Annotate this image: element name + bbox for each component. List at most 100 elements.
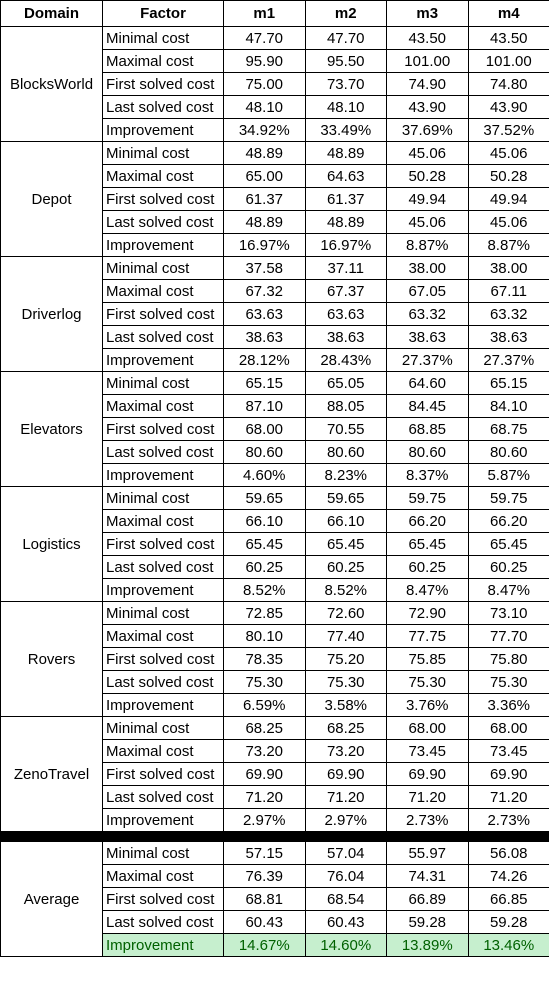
value-cell-m4: 75.80 xyxy=(468,648,549,671)
value-cell-m4: 45.06 xyxy=(468,211,549,234)
separator-bar xyxy=(1,832,549,842)
value-cell-m3: 43.50 xyxy=(387,27,469,50)
value-cell-m3: 37.69% xyxy=(387,119,469,142)
header-m4: m4 xyxy=(468,1,549,27)
factor-cell: Last solved cost xyxy=(103,556,224,579)
value-cell-m2: 65.45 xyxy=(305,533,387,556)
header-domain: Domain xyxy=(1,1,103,27)
value-cell-m3: 3.76% xyxy=(387,694,469,717)
header-m3: m3 xyxy=(387,1,469,27)
table-row: ZenoTravel Minimal cost 68.25 68.25 68.00 68.… xyxy=(1,717,549,740)
value-cell-m4: 8.47% xyxy=(468,579,549,602)
header-m2: m2 xyxy=(305,1,387,27)
value-cell-m2: 65.05 xyxy=(305,372,387,395)
value-cell-m2: 8.52% xyxy=(305,579,387,602)
factor-cell: Minimal cost xyxy=(103,842,224,865)
factor-cell: First solved cost xyxy=(103,648,224,671)
factor-cell: Last solved cost xyxy=(103,211,224,234)
factor-cell: Improvement xyxy=(103,694,224,717)
value-cell-m3: 8.37% xyxy=(387,464,469,487)
separator-row xyxy=(1,832,549,842)
factor-cell: Minimal cost xyxy=(103,717,224,740)
value-cell-m1: 69.90 xyxy=(224,763,306,786)
factor-cell: Maximal cost xyxy=(103,740,224,763)
value-cell-m4: 56.08 xyxy=(468,842,549,865)
domain-cell: Elevators xyxy=(1,372,103,487)
value-cell-m4: 74.80 xyxy=(468,73,549,96)
factor-cell: Last solved cost xyxy=(103,671,224,694)
value-cell-m1: 71.20 xyxy=(224,786,306,809)
domain-cell: Depot xyxy=(1,142,103,257)
factor-cell: Minimal cost xyxy=(103,487,224,510)
table-row: BlocksWorld Minimal cost 47.70 47.70 43.50 43… xyxy=(1,27,549,50)
value-cell-m1: 6.59% xyxy=(224,694,306,717)
factor-cell: First solved cost xyxy=(103,888,224,911)
factor-cell: Minimal cost xyxy=(103,372,224,395)
factor-cell: Improvement xyxy=(103,934,224,957)
value-cell-m1: 48.10 xyxy=(224,96,306,119)
value-cell-m1: 76.39 xyxy=(224,865,306,888)
value-cell-m4: 77.70 xyxy=(468,625,549,648)
value-cell-m1: 48.89 xyxy=(224,211,306,234)
table-row: Elevators Minimal cost 65.15 65.05 64.60 65.1… xyxy=(1,372,549,395)
value-cell-m4: 69.90 xyxy=(468,763,549,786)
value-cell-m3: 75.30 xyxy=(387,671,469,694)
value-cell-m1: 38.63 xyxy=(224,326,306,349)
value-cell-m3: 59.28 xyxy=(387,911,469,934)
value-cell-m1: 75.00 xyxy=(224,73,306,96)
factor-cell: Maximal cost xyxy=(103,865,224,888)
value-cell-m1: 87.10 xyxy=(224,395,306,418)
domain-cell: BlocksWorld xyxy=(1,27,103,142)
value-cell-m4: 68.75 xyxy=(468,418,549,441)
value-cell-m4: 50.28 xyxy=(468,165,549,188)
value-cell-m4: 66.20 xyxy=(468,510,549,533)
value-cell-m2: 2.97% xyxy=(305,809,387,832)
value-cell-m1: 65.00 xyxy=(224,165,306,188)
value-cell-m4: 59.28 xyxy=(468,911,549,934)
value-cell-m3: 69.90 xyxy=(387,763,469,786)
value-cell-m3: 8.87% xyxy=(387,234,469,257)
value-cell-m4: 73.45 xyxy=(468,740,549,763)
value-cell-m2: 60.43 xyxy=(305,911,387,934)
value-cell-m4: 80.60 xyxy=(468,441,549,464)
value-cell-m1: 28.12% xyxy=(224,349,306,372)
value-cell-m3: 74.90 xyxy=(387,73,469,96)
value-cell-m1: 68.00 xyxy=(224,418,306,441)
value-cell-m1: 80.60 xyxy=(224,441,306,464)
value-cell-m2: 69.90 xyxy=(305,763,387,786)
value-cell-m1: 57.15 xyxy=(224,842,306,865)
factor-cell: Maximal cost xyxy=(103,50,224,73)
value-cell-m1: 65.15 xyxy=(224,372,306,395)
value-cell-m4: 38.63 xyxy=(468,326,549,349)
value-cell-m3: 68.00 xyxy=(387,717,469,740)
value-cell-m1: 78.35 xyxy=(224,648,306,671)
factor-cell: Improvement xyxy=(103,119,224,142)
factor-cell: First solved cost xyxy=(103,533,224,556)
factor-cell: Maximal cost xyxy=(103,165,224,188)
value-cell-m3: 63.32 xyxy=(387,303,469,326)
value-cell-m4: 65.15 xyxy=(468,372,549,395)
value-cell-m3: 38.63 xyxy=(387,326,469,349)
value-cell-m1: 75.30 xyxy=(224,671,306,694)
value-cell-m2: 77.40 xyxy=(305,625,387,648)
factor-cell: Improvement xyxy=(103,809,224,832)
factor-cell: Minimal cost xyxy=(103,602,224,625)
value-cell-m1: 66.10 xyxy=(224,510,306,533)
value-cell-m2: 88.05 xyxy=(305,395,387,418)
value-cell-m2: 68.25 xyxy=(305,717,387,740)
value-cell-m4: 101.00 xyxy=(468,50,549,73)
table-row: Driverlog Minimal cost 37.58 37.11 38.00 38.0… xyxy=(1,257,549,280)
value-cell-m3: 101.00 xyxy=(387,50,469,73)
value-cell-m1: 48.89 xyxy=(224,142,306,165)
domain-cell: Rovers xyxy=(1,602,103,717)
table-row: Depot Minimal cost 48.89 48.89 45.06 45.06 xyxy=(1,142,549,165)
value-cell-m1: 47.70 xyxy=(224,27,306,50)
value-cell-m1: 59.65 xyxy=(224,487,306,510)
value-cell-m2: 57.04 xyxy=(305,842,387,865)
value-cell-m1: 67.32 xyxy=(224,280,306,303)
value-cell-m3: 27.37% xyxy=(387,349,469,372)
value-cell-m2: 76.04 xyxy=(305,865,387,888)
value-cell-m1: 2.97% xyxy=(224,809,306,832)
value-cell-m1: 14.67% xyxy=(224,934,306,957)
factor-cell: Maximal cost xyxy=(103,280,224,303)
